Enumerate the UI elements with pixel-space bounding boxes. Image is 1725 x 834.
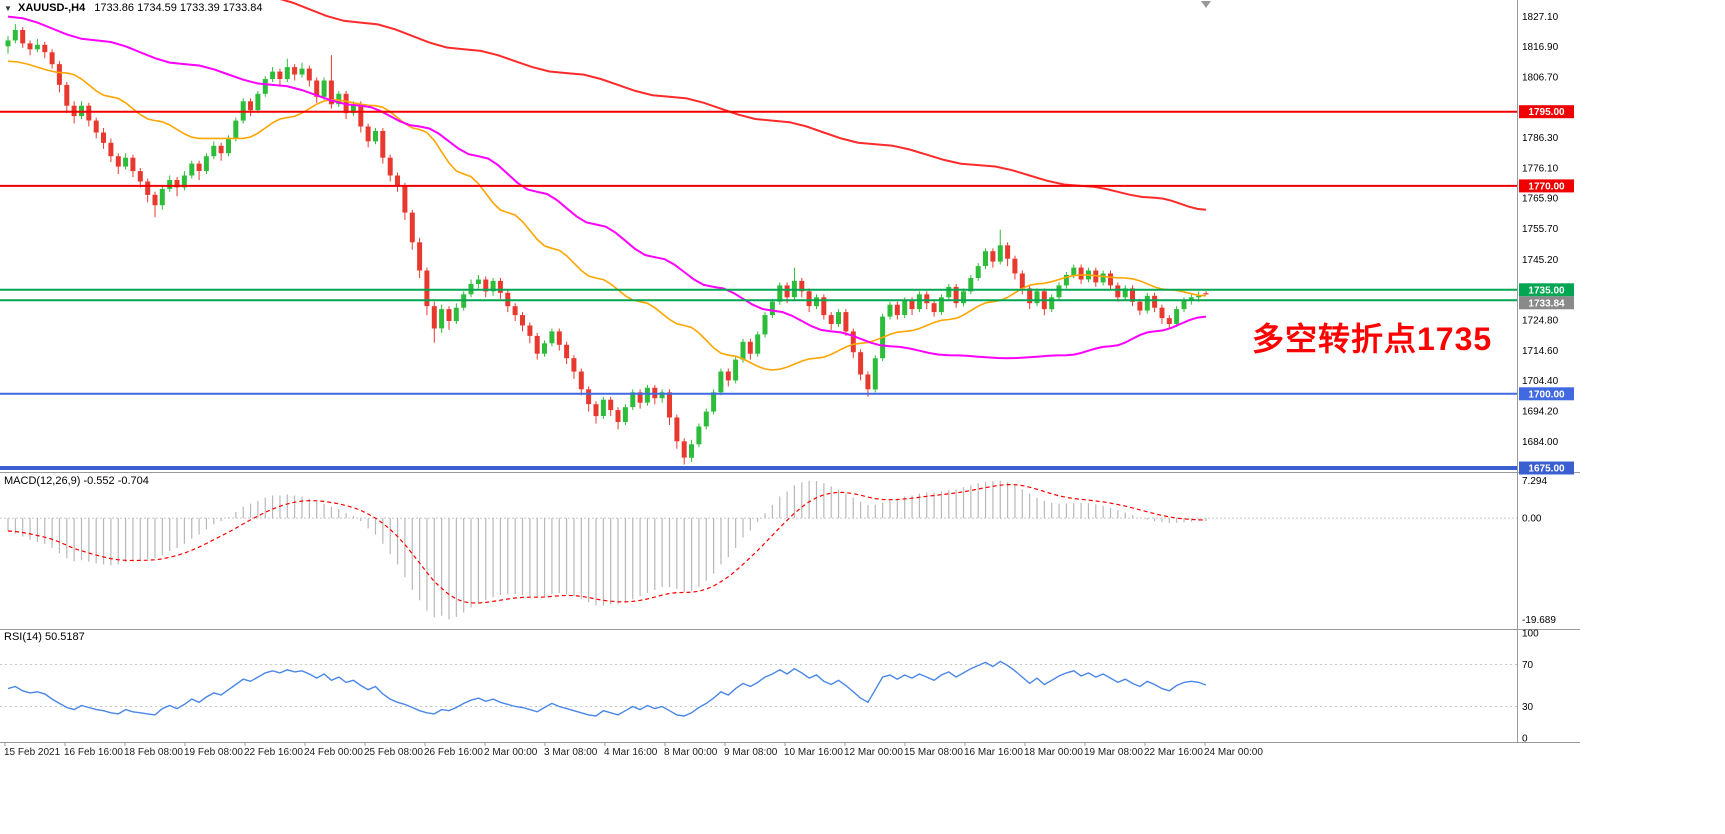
price-tick-label: 1714.60: [1522, 346, 1559, 357]
svg-text:1735.00: 1735.00: [1528, 285, 1565, 296]
time-tick-label: 22 Mar 16:00: [1144, 747, 1203, 758]
time-tick-label: 18 Feb 08:00: [124, 747, 183, 758]
price-tag-1735.00: 1735.00: [1519, 283, 1574, 297]
time-tick-label: 10 Mar 16:00: [784, 747, 843, 758]
ohlc-values: 1733.86 1734.59 1733.39 1733.84: [94, 2, 263, 14]
main-price-panel: [0, 0, 1517, 470]
panel-separators: [0, 0, 1580, 743]
macd-tick-label: 0.00: [1522, 514, 1542, 525]
price-tag-1675.00: 1675.00: [1519, 461, 1574, 475]
chart-annotation-text[interactable]: 多空转折点1735: [1252, 321, 1493, 357]
svg-text:1733.84: 1733.84: [1528, 298, 1565, 309]
price-tick-label: 1816.90: [1522, 42, 1559, 53]
price-tick-label: 1786.30: [1522, 133, 1559, 144]
price-tick-label: 1684.00: [1522, 437, 1559, 448]
time-tick-label: 12 Mar 00:00: [844, 747, 903, 758]
chart-shift-marker-icon[interactable]: [1201, 1, 1211, 8]
time-tick-label: 8 Mar 00:00: [664, 747, 718, 758]
svg-text:1795.00: 1795.00: [1528, 107, 1565, 118]
svg-text:1700.00: 1700.00: [1528, 389, 1565, 400]
rsi-tick-label: 30: [1522, 702, 1534, 713]
time-tick-label: 16 Mar 16:00: [964, 747, 1023, 758]
price-tag-1733.84: 1733.84: [1519, 296, 1574, 310]
price-tick-label: 1745.20: [1522, 255, 1559, 266]
time-tick-label: 26 Feb 16:00: [424, 747, 483, 758]
rsi-tick-label: 0: [1522, 734, 1528, 745]
rsi-tick-label: 100: [1522, 629, 1539, 640]
time-tick-label: 24 Feb 00:00: [304, 747, 363, 758]
price-tag-1770.00: 1770.00: [1519, 179, 1574, 193]
ma-long-red: [279, 0, 1207, 211]
price-tick-label: 1806.70: [1522, 72, 1559, 83]
time-tick-label: 18 Mar 00:00: [1024, 747, 1083, 758]
time-tick-label: 24 Mar 00:00: [1204, 747, 1263, 758]
price-tick-label: 1724.80: [1522, 316, 1559, 327]
time-tick-label: 19 Feb 08:00: [184, 747, 243, 758]
price-axis[interactable]: 1827.10 1816.90 1806.70 1786.30 1776.10 1765.…: [1519, 12, 1574, 745]
time-tick-label: 3 Mar 08:00: [544, 747, 598, 758]
ma-mid-magenta: [7, 15, 1207, 360]
rsi-panel: [0, 660, 1517, 717]
symbol-ohlc-readout: ▼ XAUUSD-,H4 1733.86 1734.59 1733.39 173…: [4, 2, 263, 14]
time-tick-label: 22 Feb 16:00: [244, 747, 303, 758]
symbol-marker-icon: ▼: [4, 4, 12, 13]
price-tick-label: 1704.40: [1522, 376, 1559, 387]
price-tick-label: 1776.10: [1522, 163, 1559, 174]
macd-tick-label: -19.689: [1522, 615, 1556, 626]
time-tick-label: 15 Mar 08:00: [904, 747, 963, 758]
time-tick-label: 4 Mar 16:00: [604, 747, 658, 758]
macd-tick-label: 7.294: [1522, 476, 1547, 487]
macd-panel: [0, 480, 1517, 620]
horizontal-level-lines[interactable]: [0, 110, 1517, 470]
macd-indicator-label: MACD(12,26,9) -0.552 -0.704: [4, 475, 149, 487]
price-tick-label: 1755.70: [1522, 224, 1559, 235]
svg-text:1675.00: 1675.00: [1528, 464, 1565, 475]
time-tick-label: 25 Feb 08:00: [364, 747, 423, 758]
rsi-line: [7, 660, 1207, 717]
price-tag-1700.00: 1700.00: [1519, 387, 1574, 401]
macd-signal-line: [7, 483, 1207, 604]
rsi-tick-label: 70: [1522, 660, 1534, 671]
ma-fast-orange: [7, 60, 1207, 371]
svg-text:1770.00: 1770.00: [1528, 181, 1565, 192]
time-tick-label: 2 Mar 00:00: [484, 747, 538, 758]
time-tick-label: 19 Mar 08:00: [1084, 747, 1143, 758]
price-tick-label: 1765.90: [1522, 194, 1559, 205]
time-tick-label: 9 Mar 08:00: [724, 747, 778, 758]
price-tick-label: 1694.20: [1522, 407, 1559, 418]
time-axis[interactable]: 15 Feb 2021 16 Feb 16:00 18 Feb 08:00 19 Fe…: [4, 742, 1263, 759]
candles-layer: [5, 24, 1209, 465]
symbol-timeframe: XAUUSD-,H4: [17, 2, 86, 14]
rsi-indicator-label: RSI(14) 50.5187: [4, 631, 85, 643]
price-tag-1795.00: 1795.00: [1519, 105, 1574, 119]
time-tick-label: 16 Feb 16:00: [64, 747, 123, 758]
time-tick-label: 15 Feb 2021: [4, 747, 61, 758]
price-tick-label: 1827.10: [1522, 12, 1559, 23]
